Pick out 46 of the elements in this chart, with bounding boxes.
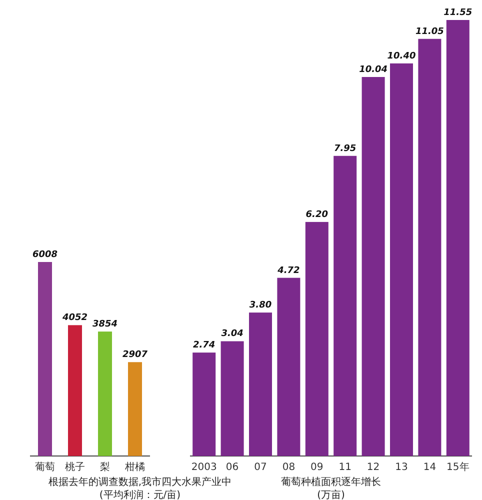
bar (390, 63, 413, 456)
bar (305, 222, 328, 456)
data-label: 4.72 (276, 266, 300, 276)
x-tick-label: 11 (338, 462, 352, 473)
text: (平均利润：元/亩) (99, 489, 181, 500)
x-tick-label: 07 (254, 462, 267, 473)
data-label: 3854 (92, 320, 118, 330)
x-tick-label: 13 (395, 462, 408, 473)
x-tick-label: 14 (423, 462, 436, 473)
x-tick-label: 08 (282, 462, 296, 473)
x-tick-label: 2003 (191, 462, 217, 473)
data-label: 7.95 (334, 144, 356, 154)
bar (334, 156, 357, 456)
x-tick-label: 12 (366, 462, 380, 473)
bar (362, 77, 385, 456)
text: 根据去年的调查数据,我市四大水果产业中 (48, 476, 232, 488)
x-tick-label: 桃子 (65, 461, 85, 473)
data-label: 3.80 (249, 300, 272, 311)
data-label: 11.05 (415, 26, 444, 37)
bar (418, 38, 442, 456)
data-label: 3.04 (221, 329, 244, 340)
data-label: 11.55 (444, 8, 472, 18)
x-tick-label: 柑橘 (124, 461, 145, 473)
x-tick-label: 葡萄 (35, 461, 55, 473)
text: 葡萄种植面积逐年增长 (281, 476, 381, 488)
bar (38, 262, 52, 456)
bar (98, 332, 112, 456)
bar (220, 341, 244, 456)
data-label: 10.40 (387, 51, 416, 62)
bar (68, 325, 82, 456)
data-label: 4052 (61, 313, 88, 324)
text: (万亩) (317, 489, 345, 500)
data-label: 6008 (32, 250, 58, 260)
data-label: 10.04 (359, 65, 388, 75)
x-tick-label: 梨 (100, 461, 110, 473)
data-label: 6.20 (306, 210, 328, 220)
data-label: 2907 (122, 350, 148, 360)
x-tick-label: 06 (226, 462, 239, 473)
x-tick-label: 15年 (446, 461, 470, 473)
bar (128, 362, 142, 456)
bar (277, 278, 300, 456)
bar (249, 312, 272, 456)
data-label: 2.74 (192, 340, 216, 351)
x-tick-label: 09 (310, 462, 324, 473)
bar (192, 352, 216, 456)
bar (446, 20, 470, 456)
